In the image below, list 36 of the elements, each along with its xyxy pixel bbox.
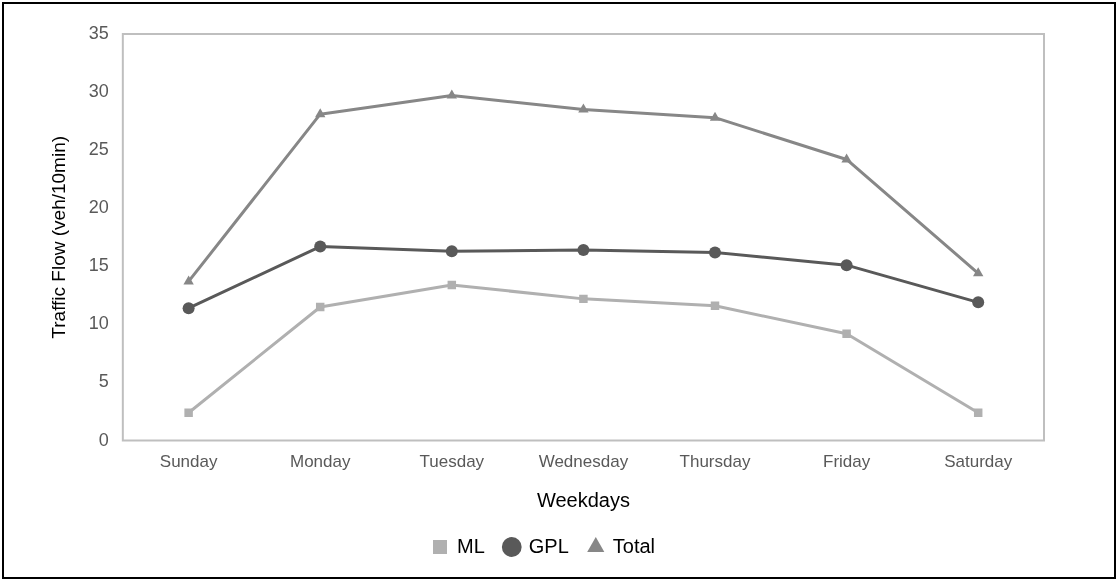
y-tick-label: 35 xyxy=(88,22,109,43)
y-tick-label: 0 xyxy=(98,429,109,450)
point xyxy=(709,246,722,259)
legend-label: ML xyxy=(456,534,485,557)
point xyxy=(446,89,458,99)
x-tick-label: Sunday xyxy=(159,452,218,472)
x-tick-label: Tuesday xyxy=(419,452,485,472)
y-axis-title: Traffic Flow (veh/10min) xyxy=(47,135,69,339)
point xyxy=(709,111,721,121)
point xyxy=(973,408,983,417)
point xyxy=(840,259,853,272)
y-tick-label: 5 xyxy=(98,371,109,392)
y-tick-label: 30 xyxy=(88,81,109,102)
point xyxy=(445,245,458,258)
y-tick-label: 15 xyxy=(88,255,109,276)
x-tick-label: Thursday xyxy=(679,452,751,472)
point xyxy=(579,294,588,304)
point xyxy=(842,329,851,338)
point xyxy=(578,103,589,113)
point xyxy=(315,108,326,118)
x-tick-label: Friday xyxy=(822,452,871,472)
x-tick-label: Saturday xyxy=(944,452,1013,472)
y-tick-label: 10 xyxy=(88,313,109,334)
legend-label: GPL xyxy=(528,534,569,557)
point xyxy=(182,302,195,315)
point xyxy=(184,408,193,417)
y-tick-label: 25 xyxy=(88,139,109,160)
y-tick-label: 20 xyxy=(88,197,109,218)
point xyxy=(972,296,985,309)
x-axis-title: Weekdays xyxy=(536,488,630,511)
point xyxy=(314,240,327,253)
x-tick-label: Wednesday xyxy=(538,452,629,472)
point xyxy=(973,267,984,277)
x-tick-label: Monday xyxy=(289,452,351,472)
legend-label: Total xyxy=(612,534,656,557)
point xyxy=(577,244,590,257)
